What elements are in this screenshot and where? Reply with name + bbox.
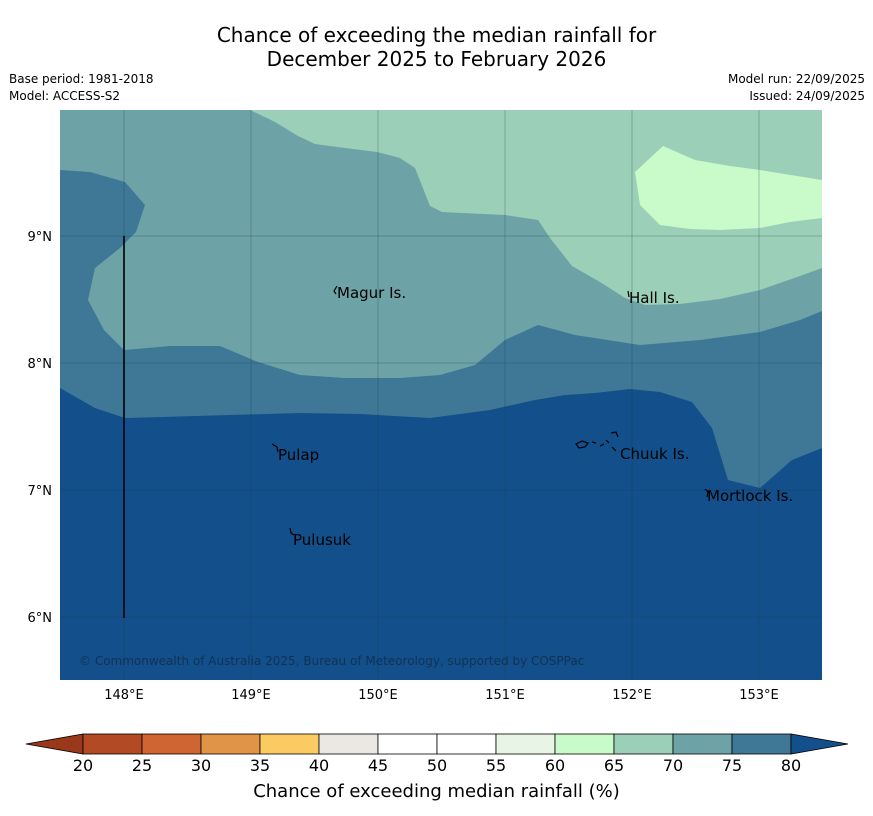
model-name: Model: ACCESS-S2 [9,89,121,103]
colorbar-swatch [318,733,379,755]
colorbar-tick: 60 [545,756,565,775]
map-title-line-2: December 2025 to February 2026 [266,47,607,71]
place-mortlock: Mortlock Is. [707,487,793,505]
lon-tick: 153°E [739,688,779,703]
colorbar-tick: 70 [663,756,683,775]
lat-tick: 7°N [28,484,53,499]
colorbar-tick: 20 [73,756,93,775]
colorbar-tick: 35 [250,756,270,775]
colorbar-swatch [613,733,674,755]
colorbar-swatch [672,733,733,755]
copyright-notice: © Commonwealth of Australia 2025, Bureau… [79,654,584,668]
colorbar-tick: 75 [722,756,742,775]
place-pulap: Pulap [278,446,319,464]
place-hall: Hall Is. [629,289,680,307]
colorbar-swatch [495,733,556,755]
place-chuuk: Chuuk Is. [620,445,689,463]
colorbar-tick: 65 [604,756,624,775]
lon-tick: 151°E [485,688,525,703]
mortlock-island-shape [704,488,709,498]
base-period: Base period: 1981-2018 [9,72,154,86]
colorbar-tick: 30 [191,756,211,775]
map-title-line-1: Chance of exceeding the median rainfall … [216,23,657,47]
chuuk-lagoon-shape [575,440,589,449]
lon-tick: 148°E [104,688,144,703]
colorbar-tick: 80 [781,756,801,775]
issued-date: Issued: 24/09/2025 [749,89,865,103]
model-run-date: Model run: 22/09/2025 [727,72,865,86]
lon-tick: 149°E [231,688,271,703]
colorbar-swatch [377,733,438,755]
colorbar-tick: 50 [427,756,447,775]
colorbar-tick: 55 [486,756,506,775]
colorbar-ticks: 20 25 30 35 40 45 50 55 60 65 70 75 80 [73,756,801,775]
colorbar-tick: 25 [132,756,152,775]
colorbar-label: Chance of exceeding median rainfall (%) [253,781,620,802]
colorbar [25,733,849,755]
colorbar-swatch [554,733,615,755]
pulusuk-island-shape [289,527,295,536]
place-labels: Magur Is. Hall Is. Pulap Chuuk Is. Mortl… [278,284,793,549]
magur-island-shape [333,285,338,295]
latitude-ticks: 9°N 8°N 7°N 6°N [28,230,53,626]
colorbar-tick: 45 [368,756,388,775]
colorbar-swatch [82,733,143,755]
colorbar-swatch [141,733,202,755]
lon-tick: 150°E [358,688,398,703]
longitude-ticks: 148°E 149°E 150°E 151°E 152°E 153°E [104,688,779,703]
contour-fill [60,110,822,680]
lat-tick: 9°N [28,230,53,245]
chuuk-reef-shape [591,431,619,452]
island-outlines [271,285,709,536]
place-pulusuk: Pulusuk [293,531,351,549]
colorbar-swatch [259,733,320,755]
pulap-island-shape [271,443,279,453]
region-60-65 [635,146,822,230]
colorbar-tick: 40 [309,756,329,775]
colorbar-low-extend [25,733,84,755]
colorbar-swatch [436,733,497,755]
lat-tick: 8°N [28,357,53,372]
colorbar-swatch [731,733,792,755]
lat-tick: 6°N [28,611,53,626]
colorbar-swatch [200,733,261,755]
hall-island-shape [627,290,630,298]
place-magur: Magur Is. [337,284,406,302]
colorbar-high-extend [790,733,849,755]
lon-tick: 152°E [612,688,652,703]
